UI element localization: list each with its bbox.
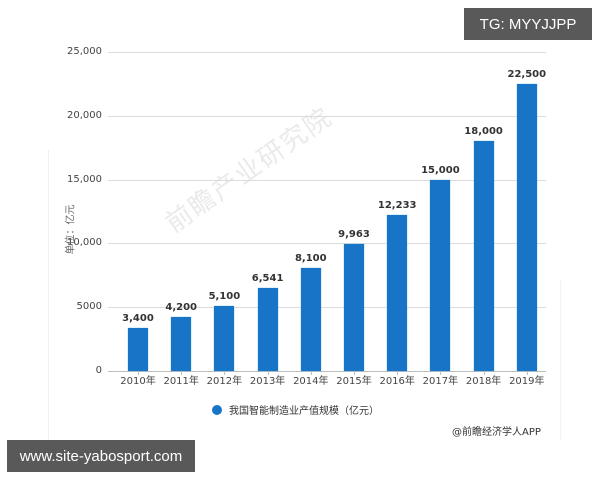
y-tick-label: 0 xyxy=(95,365,102,376)
bar xyxy=(171,317,192,371)
bar-value-label: 5,100 xyxy=(208,290,241,302)
x-axis-line xyxy=(108,371,546,372)
y-tick-label: 20,000 xyxy=(67,109,102,121)
legend-dot-icon xyxy=(212,404,222,415)
bar xyxy=(300,267,321,371)
x-tick-mark xyxy=(483,371,485,375)
bar xyxy=(257,287,278,371)
bar-value-label: 9,963 xyxy=(338,228,370,240)
bar-value-label: 18,000 xyxy=(464,126,503,138)
y-tick-label: 10,000 xyxy=(67,237,102,249)
gridline xyxy=(108,243,546,245)
x-tick-label: 2014年 xyxy=(293,376,329,387)
bar-value-label: 8,100 xyxy=(294,252,327,264)
x-tick-mark xyxy=(224,371,226,375)
x-tick-label: 2015年 xyxy=(336,376,372,387)
x-tick-mark xyxy=(397,371,399,375)
watermark: 前瞻产业研究院 xyxy=(160,102,339,240)
bar-value-label: 6,541 xyxy=(251,272,284,284)
gridline xyxy=(108,52,546,53)
bar xyxy=(473,141,494,371)
right-edge-divider xyxy=(560,280,561,440)
x-tick-label: 2010年 xyxy=(120,376,156,387)
bar xyxy=(387,214,408,371)
x-tick-mark xyxy=(138,371,139,375)
x-tick-mark xyxy=(440,371,442,375)
gridline xyxy=(108,307,546,309)
x-tick-label: 2017年 xyxy=(422,376,459,387)
x-tick-mark xyxy=(181,371,183,375)
y-axis-label: 单位：亿元 xyxy=(65,204,77,255)
source-credit: @前瞻经济学人APP xyxy=(452,427,541,438)
x-tick-label: 2013年 xyxy=(249,376,286,387)
x-tick-mark xyxy=(354,371,355,375)
bar xyxy=(430,179,451,371)
bar xyxy=(516,83,537,371)
x-tick-mark xyxy=(310,371,312,375)
bar-value-label: 3,400 xyxy=(122,312,154,324)
gridline xyxy=(108,179,546,181)
x-tick-label: 2016年 xyxy=(379,376,415,387)
bar-value-label: 22,500 xyxy=(507,68,547,80)
bar-value-label: 15,000 xyxy=(421,164,460,176)
bar-value-label: 12,233 xyxy=(377,199,417,211)
x-tick-mark xyxy=(526,371,528,375)
bar xyxy=(344,243,364,371)
y-tick-label: 5000 xyxy=(76,301,102,313)
gridline xyxy=(108,115,546,117)
legend-label: 我国智能制造业产值规模（亿元） xyxy=(229,406,379,417)
x-tick-mark xyxy=(267,371,269,375)
bar xyxy=(214,305,235,371)
y-tick-label: 15,000 xyxy=(67,173,102,185)
x-tick-label: 2011年 xyxy=(163,376,199,387)
bar xyxy=(128,327,148,371)
legend: 我国智能制造业产值规模（亿元） xyxy=(212,402,379,417)
y-tick-label: 25,000 xyxy=(67,46,102,57)
left-edge-divider xyxy=(48,150,49,450)
tg-badge: TG: MYYJJPP xyxy=(464,8,592,40)
x-tick-label: 2019年 xyxy=(509,376,545,387)
bar-value-label: 4,200 xyxy=(165,302,197,314)
site-url-badge: www.site-yabosport.com xyxy=(7,440,195,472)
x-tick-label: 2012年 xyxy=(206,376,243,387)
x-tick-label: 2018年 xyxy=(465,376,502,387)
